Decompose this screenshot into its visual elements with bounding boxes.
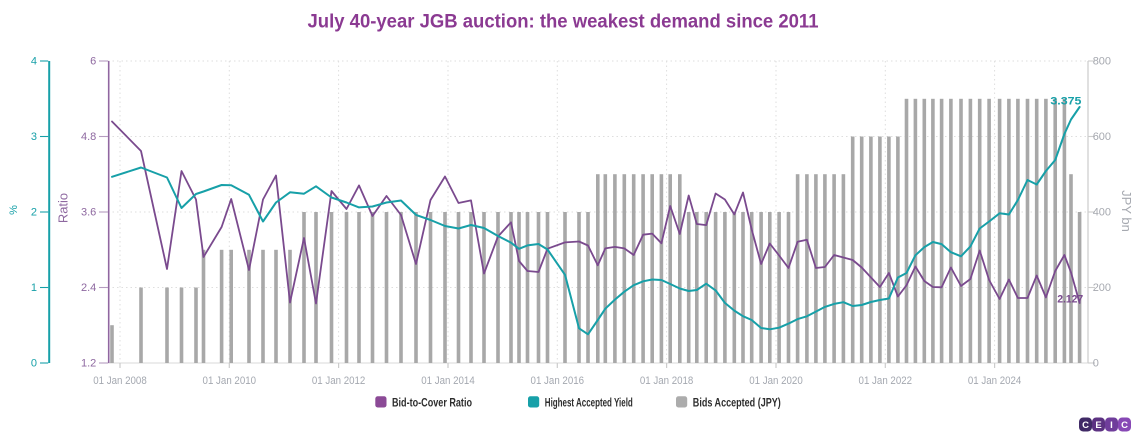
svg-text:4.8: 4.8	[81, 131, 96, 143]
svg-text:2.4: 2.4	[81, 282, 96, 294]
svg-text:200: 200	[1093, 282, 1111, 294]
svg-text:2: 2	[31, 207, 37, 219]
svg-text:6: 6	[90, 56, 96, 68]
svg-text:4: 4	[31, 56, 37, 68]
svg-text:C: C	[1121, 420, 1128, 431]
svg-text:I: I	[1110, 420, 1113, 431]
svg-text:JPY bn: JPY bn	[1119, 190, 1134, 232]
svg-text:1: 1	[31, 282, 37, 294]
svg-text:01 Jan 2020: 01 Jan 2020	[749, 375, 803, 387]
svg-text:01 Jan 2014: 01 Jan 2014	[421, 375, 475, 387]
svg-text:Bid-to-Cover Ratio: Bid-to-Cover Ratio	[392, 395, 472, 409]
svg-text:01 Jan 2022: 01 Jan 2022	[859, 375, 913, 387]
svg-text:%: %	[8, 205, 20, 215]
svg-text:01 Jan 2008: 01 Jan 2008	[93, 375, 147, 387]
svg-text:01 Jan 2024: 01 Jan 2024	[968, 375, 1022, 387]
svg-text:3: 3	[31, 131, 37, 143]
svg-text:0: 0	[31, 358, 37, 370]
svg-text:01 Jan 2012: 01 Jan 2012	[312, 375, 366, 387]
svg-text:01 Jan 2016: 01 Jan 2016	[531, 375, 585, 387]
svg-text:01 Jan 2018: 01 Jan 2018	[640, 375, 694, 387]
svg-text:Ratio: Ratio	[56, 193, 71, 223]
svg-text:3.6: 3.6	[81, 207, 96, 219]
svg-text:800: 800	[1093, 56, 1111, 68]
svg-text:600: 600	[1093, 131, 1111, 143]
svg-text:400: 400	[1093, 207, 1111, 219]
svg-text:E: E	[1095, 420, 1101, 431]
svg-text:Bids Accepted (JPY): Bids Accepted (JPY)	[693, 395, 781, 409]
svg-text:01 Jan 2010: 01 Jan 2010	[203, 375, 257, 387]
svg-text:July 40-year JGB auction: the: July 40-year JGB auction: the weakest de…	[308, 12, 819, 33]
svg-text:C: C	[1082, 420, 1089, 431]
svg-text:2.127: 2.127	[1057, 293, 1083, 305]
svg-text:1.2: 1.2	[81, 358, 96, 370]
svg-text:0: 0	[1093, 358, 1099, 370]
svg-text:Highest Accepted Yield: Highest Accepted Yield	[545, 395, 633, 409]
svg-text:3.375: 3.375	[1050, 95, 1081, 107]
